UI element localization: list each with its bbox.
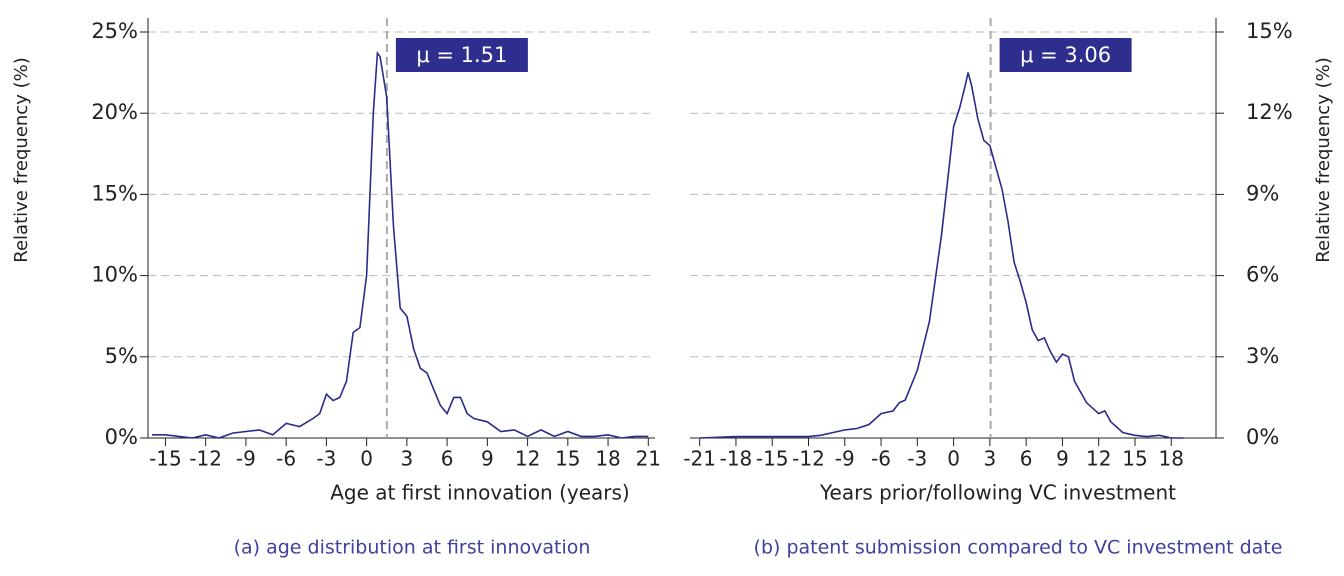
x-axis-label: Years prior/following VC investment xyxy=(819,481,1176,505)
y-tick-label: 0% xyxy=(1246,425,1279,449)
y-tick-label: 6% xyxy=(1246,263,1279,287)
x-tick-label: -15 xyxy=(756,447,789,471)
x-tick-label: 0 xyxy=(360,447,373,471)
x-tick-label: -12 xyxy=(189,447,222,471)
x-tick-label: -9 xyxy=(835,447,855,471)
x-tick-label: 12 xyxy=(515,447,540,471)
y-tick-label: 5% xyxy=(105,344,138,368)
x-tick-label: 6 xyxy=(441,447,454,471)
y-tick-label: 20% xyxy=(91,100,138,124)
y-tick-label: 15% xyxy=(91,181,138,205)
y-tick-label: 0% xyxy=(105,425,138,449)
mean-box xyxy=(395,38,528,72)
x-tick-label: -12 xyxy=(792,447,825,471)
data-line xyxy=(699,72,1184,439)
data-line xyxy=(152,50,649,439)
x-tick-label: 21 xyxy=(636,447,661,471)
x-tick-label: 3 xyxy=(400,447,413,471)
y-tick-label: 25% xyxy=(91,19,138,43)
y-tick-label: 3% xyxy=(1246,344,1279,368)
x-tick-label: 15 xyxy=(555,447,580,471)
y-tick-label: 10% xyxy=(91,263,138,287)
mean-box xyxy=(999,38,1132,72)
x-tick-label: -3 xyxy=(316,447,336,471)
x-tick-label: -6 xyxy=(276,447,296,471)
caption: (a) age distribution at first innovation xyxy=(234,537,591,559)
x-tick-label: -15 xyxy=(149,447,182,471)
mean-label: μ = 3.06 xyxy=(1020,43,1111,67)
x-tick-label: -6 xyxy=(871,447,891,471)
x-tick-label: -3 xyxy=(907,447,927,471)
x-tick-label: -9 xyxy=(236,447,256,471)
x-axis-label: Age at first innovation (years) xyxy=(330,481,629,505)
mean-label: μ = 1.51 xyxy=(416,43,507,67)
x-tick-label: 15 xyxy=(1122,447,1147,471)
x-tick-label: 18 xyxy=(595,447,620,471)
y-tick-label: 12% xyxy=(1246,100,1293,124)
x-tick-label: -18 xyxy=(720,447,753,471)
y-tick-label: 15% xyxy=(1246,19,1293,43)
x-tick-label: 6 xyxy=(1020,447,1033,471)
x-tick-label: 18 xyxy=(1159,447,1184,471)
x-tick-label: 12 xyxy=(1086,447,1111,471)
x-tick-label: 0 xyxy=(947,447,960,471)
x-tick-label: -21 xyxy=(683,447,716,471)
y-axis-label: Relative frequency (%) xyxy=(11,57,32,262)
y-axis-label: Relative frequency (%) xyxy=(1313,57,1334,262)
x-tick-label: 9 xyxy=(481,447,494,471)
x-tick-label: 9 xyxy=(1056,447,1069,471)
caption: (b) patent submission compared to VC inv… xyxy=(754,537,1283,559)
y-tick-label: 9% xyxy=(1246,181,1279,205)
x-tick-label: 3 xyxy=(984,447,997,471)
